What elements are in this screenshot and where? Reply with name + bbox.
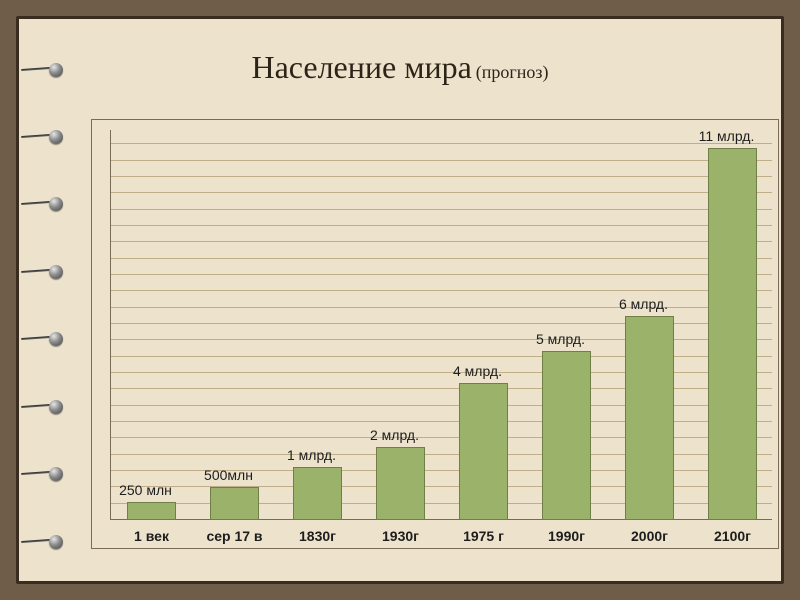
binding-rivet [21,533,63,551]
chart-gridline [110,143,772,144]
chart-bar [459,383,507,520]
bar-value-label: 5 млрд. [536,331,585,347]
chart-gridline [110,176,772,177]
spiral-binding [21,19,81,581]
binding-rivet [21,330,63,348]
x-tick-label: 1930г [382,528,419,544]
chart-gridline [110,160,772,161]
slide-inner-frame: Население мира (прогноз) 250 млн 500млн 1 … [16,16,784,584]
bar-value-label: 250 млн [119,482,172,498]
slide-title: Население мира (прогноз) [19,49,781,86]
chart-gridline [110,192,772,193]
binding-rivet [21,128,63,146]
chart-container: 250 млн 500млн 1 млрд. 2 млрд. 4 млрд. 5 млрд… [91,119,779,549]
bar-value-label: 4 млрд. [453,363,502,379]
binding-rivet [21,195,63,213]
binding-rivet [21,398,63,416]
bar-value-label: 2 млрд. [370,427,419,443]
bar-value-label: 11 млрд. [699,128,755,144]
chart-plot-area: 250 млн 500млн 1 млрд. 2 млрд. 4 млрд. 5 млрд… [110,130,772,520]
bar-value-label: 1 млрд. [287,447,336,463]
x-tick-label: 1975 г [463,528,504,544]
title-main: Население мира [251,49,471,85]
binding-rivet [21,263,63,281]
slide-outer-frame: Население мира (прогноз) 250 млн 500млн 1 … [0,0,800,600]
chart-gridline [110,290,772,291]
chart-bar [376,447,424,520]
bar-value-label: 6 млрд. [619,296,668,312]
y-axis [110,130,111,520]
x-tick-label: 1 век [134,528,169,544]
chart-bar [625,316,673,520]
chart-bar [542,351,590,520]
chart-gridline [110,274,772,275]
chart-gridline [110,209,772,210]
x-tick-label: сер 17 в [206,528,262,544]
x-tick-label: 1990г [548,528,585,544]
binding-rivet [21,465,63,483]
x-tick-label: 1830г [299,528,336,544]
chart-bar [708,148,756,520]
x-tick-label: 2100г [714,528,751,544]
title-sub: (прогноз) [476,62,549,82]
chart-bar [210,487,258,520]
x-tick-label: 2000г [631,528,668,544]
chart-gridline [110,258,772,259]
bar-value-label: 500млн [204,467,253,483]
chart-gridline [110,241,772,242]
chart-gridline [110,225,772,226]
chart-gridline [110,307,772,308]
chart-bar [293,467,341,520]
chart-bar [127,502,175,520]
